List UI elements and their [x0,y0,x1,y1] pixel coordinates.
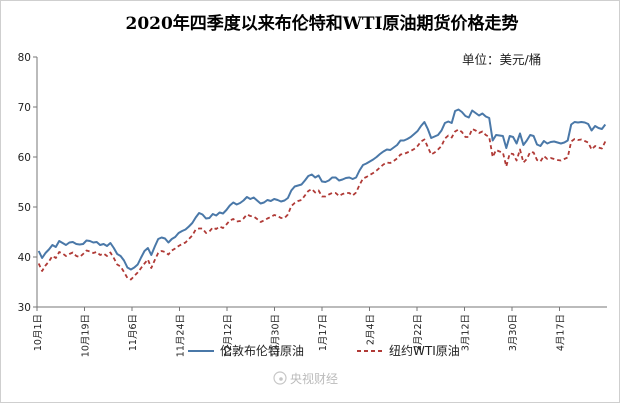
x-tick-label: 3月12日 [461,314,472,351]
series-layer [37,108,607,281]
x-tick-label: 3月30日 [508,314,519,351]
x-tick-label: 10月1日 [33,314,44,351]
y-tick-label: 70 [18,102,31,114]
y-tick-label: 50 [18,202,31,214]
legend: 伦敦布伦特原油 纽约WTI原油 [188,343,460,358]
y-tick-label: 40 [18,252,31,264]
legend-label: 纽约WTI原油 [389,343,460,358]
watermark: 央视财经 [273,371,338,386]
y-axis: 30 40 50 60 70 80 [18,52,38,314]
x-tick-label: 12月30日 [271,314,282,357]
x-tick-label: 12月12日 [223,314,234,357]
y-tick-label: 30 [18,302,31,314]
unit-label: 单位：美元/桶 [462,52,541,67]
watermark-text: 央视财经 [290,371,338,386]
y-tick-label: 60 [18,152,31,164]
series-line-wti [37,128,607,281]
x-tick-label: 11月24日 [176,314,187,357]
chart-title: 2020年四季度以来布伦特和WTI原油期货价格走势 [125,13,518,34]
weibo-logo-dot-icon [279,377,283,381]
x-tick-label: 2月4日 [366,314,377,345]
x-tick-label: 2月22日 [413,314,424,351]
series-line-brent [37,108,607,271]
y-tick-label: 80 [18,52,31,64]
x-tick-label: 10月19日 [81,314,92,357]
x-tick-label: 4月17日 [556,314,567,351]
legend-label: 伦敦布伦特原油 [220,343,304,358]
weibo-logo-icon [273,371,287,385]
x-tick-label: 1月17日 [318,314,329,351]
x-axis: 10月1日 10月19日 11月6日 11月24日 12月12日 12月30日 1月17日 2… [33,306,607,357]
x-tick-label: 11月6日 [128,314,139,351]
